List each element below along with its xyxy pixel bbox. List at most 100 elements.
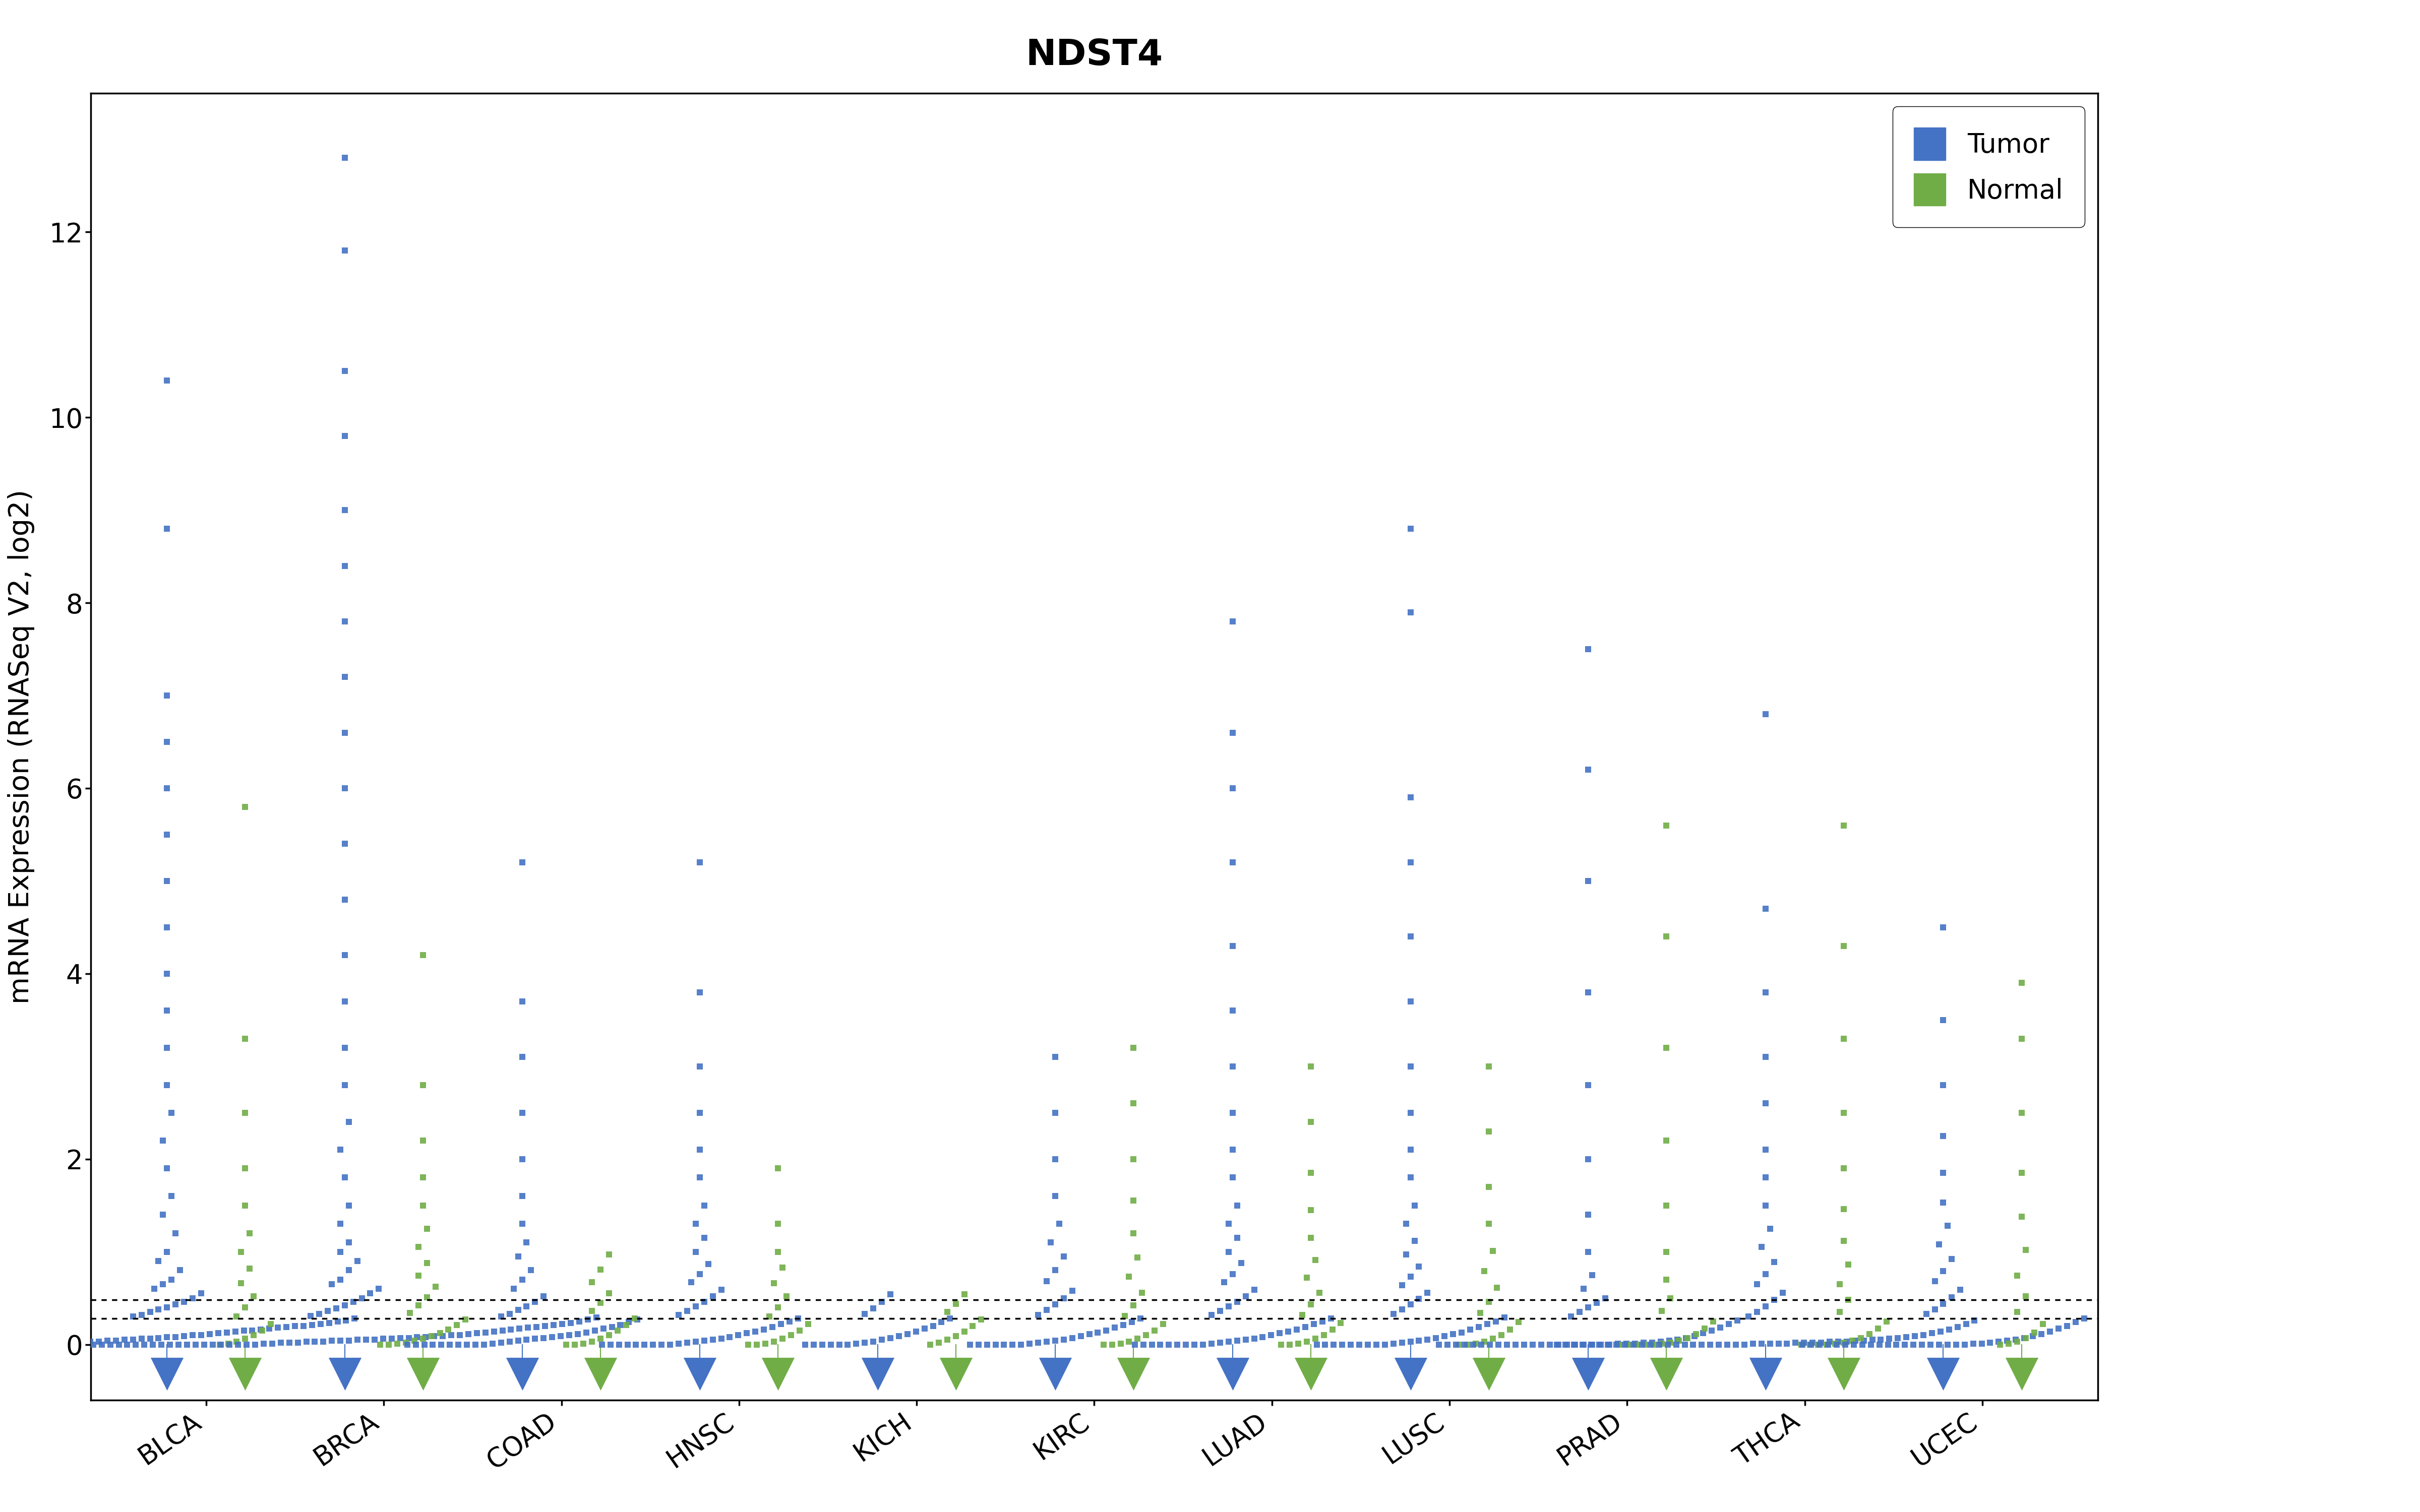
Point [1205, 1270, 1244, 1294]
Point [104, 1328, 143, 1352]
Point [1227, 1284, 1266, 1308]
Point [675, 1211, 714, 1235]
Point [1539, 1332, 1578, 1356]
Point [1996, 1328, 2035, 1352]
Point [288, 1329, 327, 1353]
Point [1999, 1300, 2038, 1325]
Point [1919, 1332, 1958, 1356]
Point [895, 1320, 934, 1344]
Point [143, 1332, 182, 1356]
Point [1963, 1332, 2001, 1356]
Point [191, 1321, 230, 1346]
Point [242, 1317, 281, 1341]
Point [503, 989, 542, 1013]
Point [1684, 1321, 1723, 1346]
Point [1747, 980, 1786, 1004]
Point [1842, 1326, 1880, 1350]
Point [1053, 1326, 1091, 1350]
Point [208, 1320, 247, 1344]
Point [2023, 1321, 2062, 1346]
Point [143, 1272, 182, 1296]
Point [148, 823, 186, 847]
Point [322, 1240, 361, 1264]
Point [927, 1300, 966, 1325]
Point [322, 1211, 361, 1235]
Point [1583, 1332, 1621, 1356]
Point [329, 1193, 368, 1217]
Point [1738, 1272, 1776, 1296]
Point [148, 1157, 186, 1181]
Point [370, 1332, 409, 1356]
Point [1113, 1362, 1152, 1387]
Point [1987, 1329, 2026, 1353]
Point [499, 1297, 537, 1321]
Point [1682, 1332, 1721, 1356]
Point [1946, 1332, 1984, 1356]
Point [1568, 1362, 1607, 1387]
Point [1302, 1309, 1341, 1334]
Point [1815, 1332, 1854, 1356]
Point [1529, 1332, 1568, 1356]
Point [598, 1318, 636, 1343]
Point [324, 943, 363, 968]
Point [1474, 1326, 1512, 1350]
Point [404, 1074, 443, 1098]
Point [1292, 1054, 1331, 1078]
Point [559, 1321, 598, 1346]
Point [109, 1332, 148, 1356]
Point [1634, 1332, 1672, 1356]
Point [1278, 1332, 1316, 1356]
Point [148, 1362, 186, 1387]
Point [675, 1240, 714, 1264]
Point [508, 1315, 547, 1340]
Point [1113, 1309, 1152, 1334]
Point [1938, 1315, 1977, 1340]
Point [1810, 1329, 1849, 1353]
Point [525, 1326, 564, 1350]
Point [1750, 1332, 1788, 1356]
Point [225, 1318, 264, 1343]
Point [1324, 1332, 1362, 1356]
Point [218, 1329, 257, 1353]
Point [1113, 1188, 1152, 1213]
Point [1820, 1300, 1859, 1325]
Point [324, 145, 363, 169]
Point [680, 1166, 719, 1190]
Point [542, 1312, 581, 1337]
Point [1244, 1325, 1283, 1349]
Point [1905, 1323, 1943, 1347]
Point [1031, 1231, 1070, 1255]
Point [324, 721, 363, 745]
Point [937, 1325, 975, 1349]
Point [2004, 1326, 2042, 1350]
Point [1563, 1276, 1602, 1300]
Point [324, 888, 363, 912]
Point [1036, 1148, 1074, 1172]
Point [2006, 1238, 2045, 1263]
Point [1079, 1320, 1118, 1344]
Point [87, 1329, 126, 1353]
Point [569, 1308, 607, 1332]
Point [1292, 1110, 1331, 1134]
Point [1999, 1264, 2038, 1288]
Point [339, 1328, 378, 1352]
Point [1210, 1294, 1249, 1318]
Point [300, 1302, 339, 1326]
Point [223, 1272, 261, 1296]
Point [828, 1332, 866, 1356]
Point [411, 1325, 450, 1349]
Point [1392, 1362, 1430, 1387]
Point [1936, 1332, 1975, 1356]
Point [361, 1276, 399, 1300]
Point [1227, 1328, 1266, 1352]
Point [305, 1329, 344, 1353]
Point [634, 1332, 673, 1356]
Point [1113, 1222, 1152, 1246]
Point [278, 1331, 317, 1355]
Point [1445, 1332, 1483, 1356]
Point [390, 1326, 428, 1350]
Point [1725, 1332, 1764, 1356]
Point [1101, 1332, 1140, 1356]
Point [1970, 1331, 2009, 1355]
Point [2040, 1317, 2079, 1341]
